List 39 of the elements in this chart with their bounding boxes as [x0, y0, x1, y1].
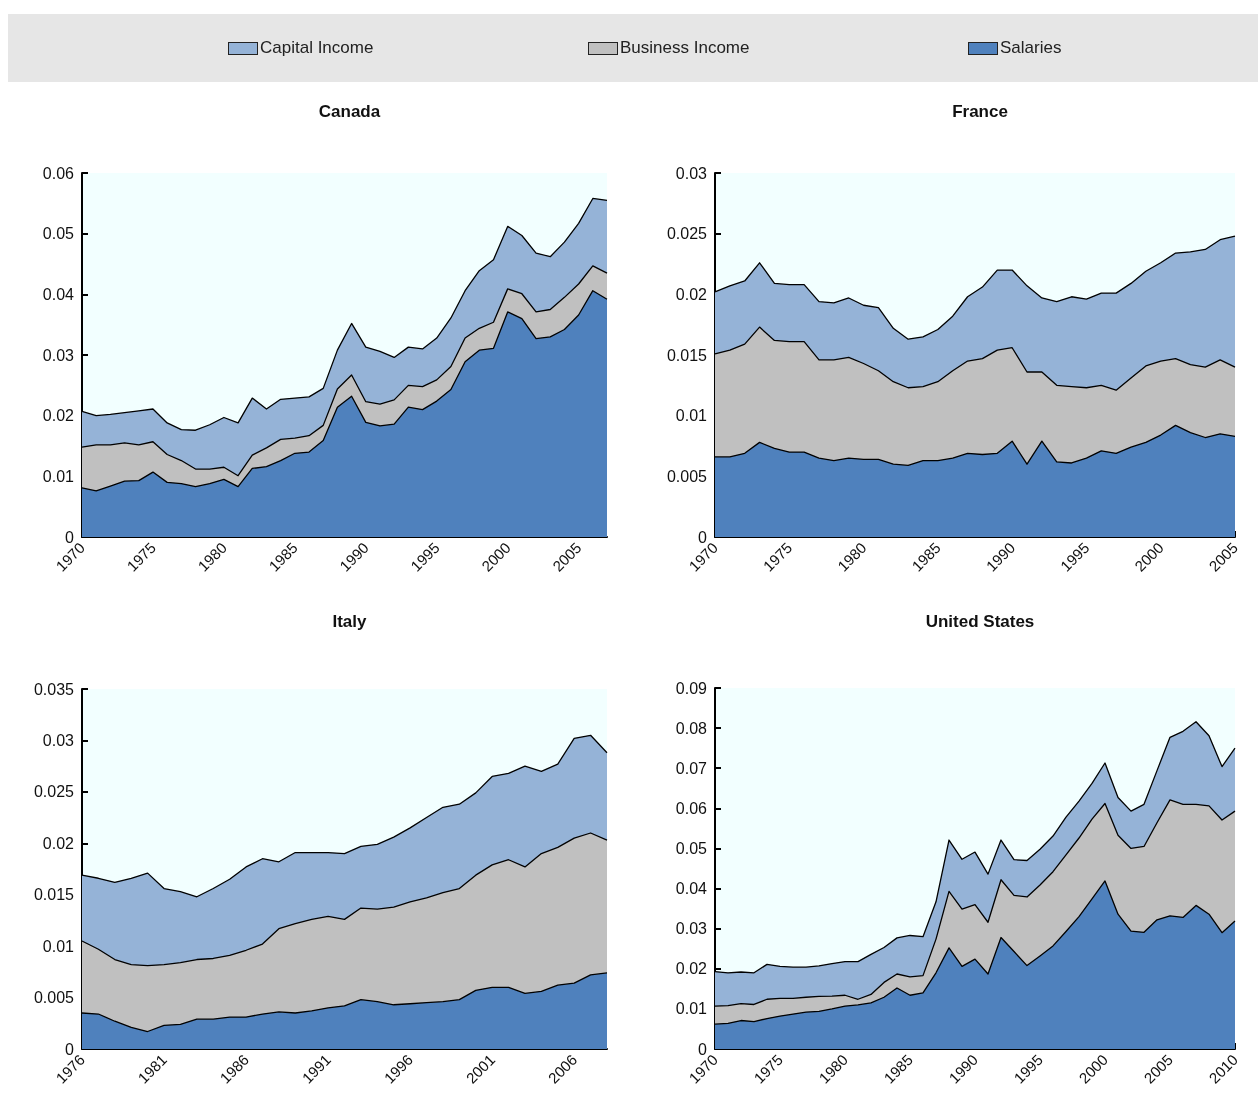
y-tick-label: 0.03: [42, 346, 75, 364]
y-tick-label: 0.025: [33, 783, 75, 801]
chart-title: France: [952, 102, 1008, 121]
y-tick-label: 0.05: [675, 839, 708, 857]
y-tick-label: 0.06: [42, 164, 75, 182]
y-tick-label: 0.07: [675, 759, 708, 777]
y-tick-label: 0.035: [33, 680, 75, 698]
y-tick-label: 0.09: [675, 679, 708, 697]
y-tick-label: 0: [65, 1040, 75, 1058]
y-tick-label: 0.03: [42, 731, 75, 749]
y-tick-label: 0.01: [675, 1000, 708, 1018]
y-tick-label: 0.015: [666, 346, 708, 364]
y-tick-label: 0.02: [42, 407, 75, 425]
y-tick-label: 0.015: [33, 886, 75, 904]
legend-label: Capital Income: [260, 38, 374, 58]
y-tick-label: 0.01: [42, 467, 75, 485]
y-tick-label: 0.03: [675, 164, 708, 182]
y-tick-label: 0.03: [675, 920, 708, 938]
y-tick-label: 0.005: [666, 467, 708, 485]
y-tick-label: 0.02: [675, 960, 708, 978]
y-tick-label: 0: [65, 528, 75, 546]
chart-title: Italy: [332, 612, 368, 631]
y-tick-label: 0: [698, 1040, 708, 1058]
legend-label: Business Income: [620, 38, 750, 58]
y-tick-label: 0.01: [675, 407, 708, 425]
y-tick-label: 0.08: [675, 719, 708, 737]
legend-label: Salaries: [1000, 38, 1062, 58]
y-tick-label: 0.02: [42, 834, 75, 852]
y-tick-label: 0.005: [33, 989, 75, 1007]
y-tick-label: 0.025: [666, 225, 708, 243]
y-tick-label: 0.05: [42, 225, 75, 243]
y-tick-label: 0: [698, 528, 708, 546]
y-tick-label: 0.04: [675, 880, 708, 898]
chart-title: Canada: [318, 102, 381, 121]
y-tick-label: 0.04: [42, 285, 75, 303]
y-tick-label: 0.06: [675, 799, 708, 817]
y-tick-label: 0.02: [675, 285, 708, 303]
y-tick-label: 0.01: [42, 937, 75, 955]
chart-title: United States: [925, 612, 1035, 631]
